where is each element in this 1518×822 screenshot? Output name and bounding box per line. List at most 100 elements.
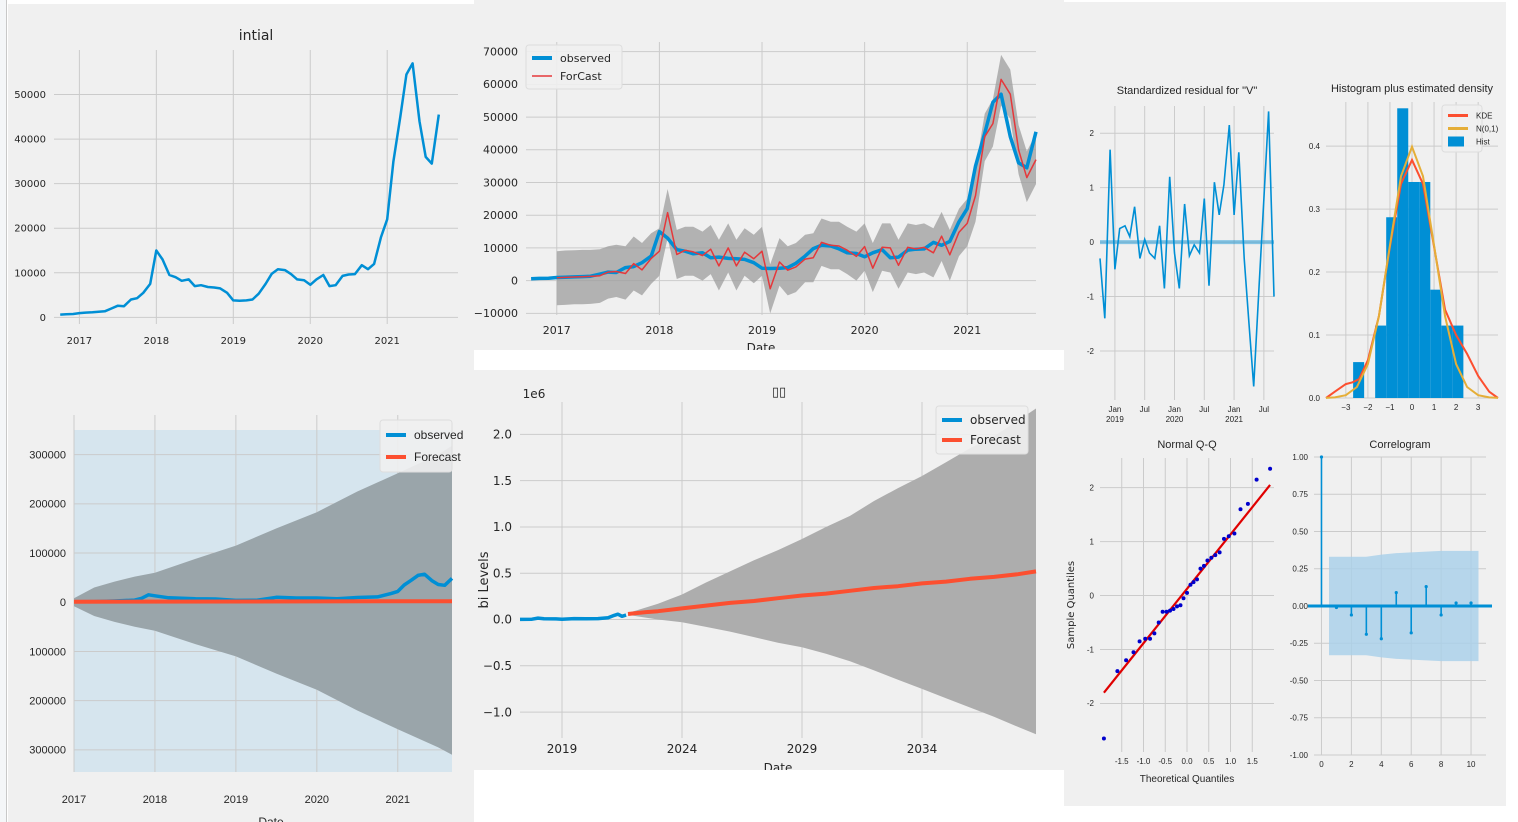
histogram-bar [1430, 289, 1442, 398]
qq-point [1191, 580, 1196, 585]
histogram-bar [1441, 325, 1453, 398]
acf-marker [1379, 637, 1383, 641]
chart-title: Standardized residual for "V" [1117, 85, 1258, 97]
x-tick-label: 1 [1432, 403, 1437, 412]
observed-line [73, 572, 454, 604]
fit-forecast-chart-panel: −10000 0 10000 20000 30000 40000 50000 60000 700… [474, 0, 1064, 350]
x-tick-label: Jan [1168, 405, 1181, 414]
x-tick-label: 0.5 [1203, 757, 1215, 766]
y-tick-label: 0 [511, 274, 518, 287]
y-tick-label: 0.00 [1292, 602, 1308, 611]
acf-marker [1454, 601, 1458, 605]
legend: observed Forecast [935, 405, 1029, 455]
legend-label: Forecast [414, 450, 461, 464]
x-tick-label: 2021 [1225, 415, 1243, 424]
acf-marker [1439, 613, 1443, 617]
reference-line [1103, 484, 1271, 694]
chart-svg: 1e6 ▯▯ −1.0 −0.5 0.0 0.5 1.0 1.5 2.0 2019 2024 2029… [477, 385, 1037, 770]
qq-point [1268, 466, 1273, 471]
histogram-bar [1375, 325, 1387, 398]
y-tick-label: 0.0 [1309, 394, 1321, 403]
x-tick-label: 0 [1319, 760, 1324, 769]
y-tick-label: −10000 [474, 307, 518, 320]
x-tick-label: 2029 [787, 742, 818, 756]
qq-point [1174, 604, 1179, 609]
qq-point [1168, 608, 1173, 613]
residual-line [1099, 111, 1275, 387]
x-tick-label: 2021 [953, 324, 981, 337]
legend-label: Hist [1476, 137, 1491, 146]
qq-point [1213, 553, 1218, 558]
x-tick-label: Jul [1259, 405, 1269, 414]
qq-point [1115, 669, 1120, 674]
y-tick-label: -0.75 [1290, 714, 1309, 723]
y-tick-label: 1.00 [1292, 453, 1308, 462]
diagnostics-background [1064, 2, 1506, 806]
x-axis-label: Theoretical Quantiles [1140, 774, 1235, 785]
chart-svg: 300000 200000 100000 0 100000 200000 300000 201… [29, 415, 463, 822]
x-tick-label: 8 [1439, 760, 1444, 769]
x-tick-label: 2018 [143, 794, 167, 806]
y-tick-label: 0 [60, 597, 66, 609]
x-tick-label: 2019 [547, 742, 578, 756]
x-tick-label: −2 [1363, 403, 1373, 412]
x-tick-label: Jul [1140, 405, 1150, 414]
x-tick-label: 2020 [1166, 415, 1184, 424]
qq-point [1221, 536, 1226, 541]
legend-label: ForCast [560, 70, 602, 83]
y-tick-label: 300000 [29, 745, 66, 757]
x-tick-label: 2020 [298, 336, 323, 347]
x-axis-label: Date [764, 761, 793, 770]
qq-point [1160, 609, 1165, 614]
chart-title: intial [239, 28, 274, 44]
legend: observed ForCast [525, 44, 623, 90]
x-tick-label: 2024 [667, 742, 698, 756]
acf-marker [1364, 632, 1368, 636]
y-tick-label: -2 [1087, 699, 1095, 708]
y-tick-label: 0.0 [493, 613, 512, 627]
legend: KDE N(0,1) Hist [1441, 104, 1499, 153]
y-tick-label: 1.0 [493, 520, 512, 534]
y-tick-label: 1 [1090, 537, 1095, 546]
x-tick-label: 2021 [386, 794, 410, 806]
x-tick-label: 2017 [67, 336, 92, 347]
y-tick-label: 40000 [483, 144, 518, 157]
std-residual-subplot: Standardized residual for "V"-2-1012Jan2… [1087, 85, 1275, 424]
y-tick-label: 0.50 [1292, 527, 1308, 536]
chart-title: Histogram plus estimated density [1331, 83, 1494, 95]
y-tick-label: -1 [1087, 645, 1095, 654]
qq-point [1171, 607, 1176, 612]
y-tick-label: 1.5 [493, 474, 512, 488]
acf-marker [1394, 590, 1398, 595]
x-tick-label: -1.5 [1115, 757, 1129, 766]
qq-point [1188, 582, 1193, 587]
qq-point [1217, 550, 1222, 555]
x-tick-label: 4 [1379, 760, 1384, 769]
x-tick-label: 2 [1349, 760, 1354, 769]
histogram-bar [1419, 181, 1431, 398]
acf-marker [1319, 455, 1324, 459]
y-tick-label: -0.25 [1290, 639, 1309, 648]
x-tick-label: -0.5 [1158, 757, 1172, 766]
x-tick-label: 0.0 [1181, 757, 1193, 766]
observed-line [519, 612, 627, 622]
qq-point [1185, 590, 1189, 595]
y-tick-label: 0.3 [1309, 205, 1321, 214]
y-tick-label: -2 [1087, 347, 1095, 356]
qq-point [1178, 603, 1183, 608]
y-tick-label: -0.50 [1290, 676, 1309, 685]
forecast-line [73, 599, 453, 604]
y-tick-label: 1 [1090, 183, 1095, 192]
histogram-subplot: Histogram plus estimated density 0.0 0.1 0.… [1309, 83, 1499, 412]
observed-line [60, 62, 441, 316]
x-axis-label: Date [258, 815, 284, 822]
legend-label: observed [414, 428, 463, 442]
y-axis-label: bi Levels [477, 551, 492, 608]
x-tick-label: −1 [1385, 403, 1395, 412]
chart-svg: Standardized residual for "V"-2-1012Jan2… [1064, 2, 1506, 806]
x-tick-label: 2019 [221, 336, 246, 347]
chart-svg: intial 0 10000 20000 30000 40000 50000 2017 2018… [14, 28, 458, 347]
x-tick-label: 2021 [374, 336, 399, 347]
x-tick-label: 0 [1410, 403, 1415, 412]
diagnostics-panel: Standardized residual for "V" -2 -1 0 1 2 Jan 2… [1064, 2, 1506, 806]
